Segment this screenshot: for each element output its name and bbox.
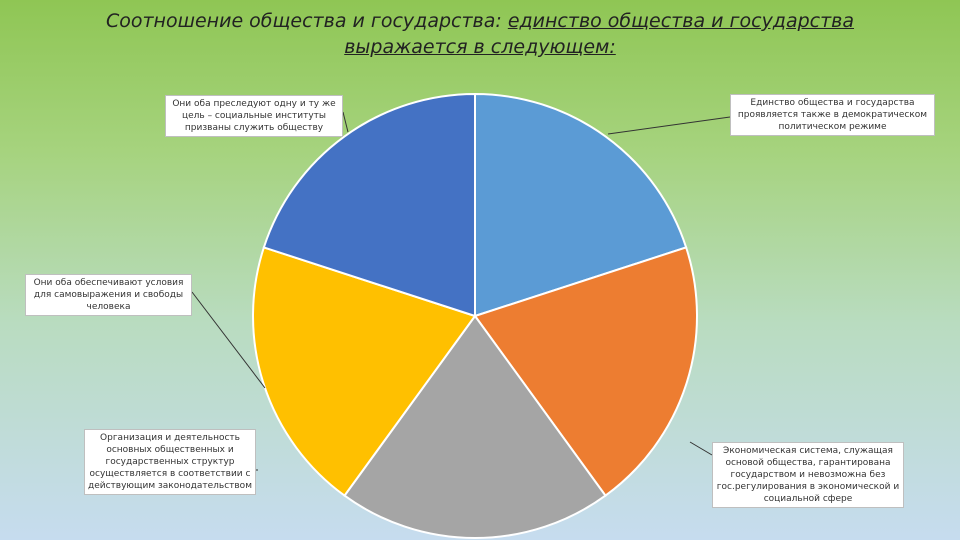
pie-slices [252, 92, 698, 539]
leader-line-2 [689, 441, 713, 456]
slice-label-4: Они оба обеспечивают условия для самовыр… [25, 274, 192, 316]
pie-slice-2 [473, 246, 698, 497]
title-line-2: выражается в следующем: [40, 34, 920, 60]
pie-slice-4 [252, 246, 477, 497]
pie-slice-1 [474, 92, 688, 318]
slice-label-2: Экономическая система, служащая основой … [712, 442, 904, 508]
leader-line-5 [342, 111, 349, 133]
chart-title: Соотношение общества и государства: един… [40, 8, 920, 60]
pie-slice-3 [343, 314, 607, 539]
title-line-1: Соотношение общества и государства: един… [40, 8, 920, 34]
title-underlined-text-1: единство общества и государства [507, 10, 855, 32]
leader-line-1 [607, 116, 731, 135]
title-underlined-text-2: выражается в следующем: [344, 36, 616, 58]
title-plain-text: Соотношение общества и государства: [105, 10, 508, 32]
leader-lines [191, 111, 731, 471]
pie-slice-5 [262, 92, 476, 318]
leader-line-4 [191, 291, 266, 389]
slice-label-3: Организация и деятельность основных обще… [84, 429, 256, 495]
slice-label-1: Единство общества и государства проявляе… [730, 94, 935, 136]
slice-label-5: Они оба преследуют одну и ту же цель – с… [165, 95, 343, 137]
